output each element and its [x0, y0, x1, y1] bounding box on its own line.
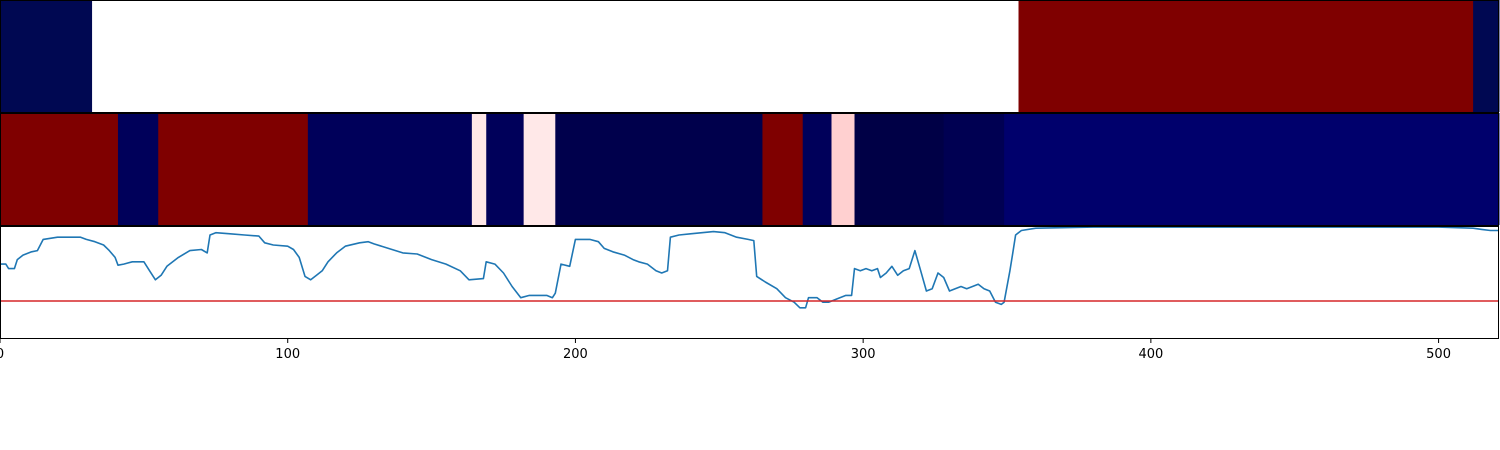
heatmap-cell-1-0 [0, 113, 119, 225]
panel-frame-2 [0, 226, 1499, 339]
panel-frames [0, 0, 1499, 339]
top-heatmap-strip [0, 0, 1500, 112]
panel-frame-0 [0, 0, 1499, 113]
heatmap-cell-1-2 [158, 113, 309, 225]
heatmap-cell-1-13 [1004, 113, 1500, 225]
heatmap-cell-1-3 [307, 113, 473, 225]
heatmap-cell-1-8 [762, 113, 804, 225]
x-axis: 0 100 200 300 400 500 [0, 339, 1451, 362]
heatmap-cell-1-5 [486, 113, 525, 225]
x-tick-label: 300 [851, 347, 876, 362]
heatmap-cell-1-11 [854, 113, 945, 225]
heatmap-cell-1-6 [523, 113, 556, 225]
heatmap-cell-0-3 [1473, 0, 1500, 112]
heatmap-cell-0-1 [92, 0, 1020, 112]
middle-heatmap-strip [0, 113, 1500, 225]
heatmap-cell-0-2 [1018, 0, 1474, 112]
x-tick-label: 100 [275, 347, 300, 362]
heatmap-cell-1-9 [802, 113, 832, 225]
heatmap-cell-0-0 [0, 0, 93, 112]
blue-series-line [0, 226, 1499, 309]
x-tick-label: 200 [563, 347, 588, 362]
x-tick-label: 0 [0, 347, 4, 362]
heatmap-cell-1-12 [943, 113, 1005, 225]
heatmap-cell-1-7 [555, 113, 763, 225]
heatmap-cell-1-4 [471, 113, 487, 225]
line-series-group [0, 226, 1499, 309]
line-plot-panel [0, 226, 1499, 309]
heatmap-cell-1-10 [831, 113, 856, 225]
x-tick-label: 400 [1138, 347, 1163, 362]
heatmap-cell-1-1 [117, 113, 159, 225]
panel-frame-1 [0, 113, 1499, 226]
x-tick-label: 500 [1426, 347, 1451, 362]
